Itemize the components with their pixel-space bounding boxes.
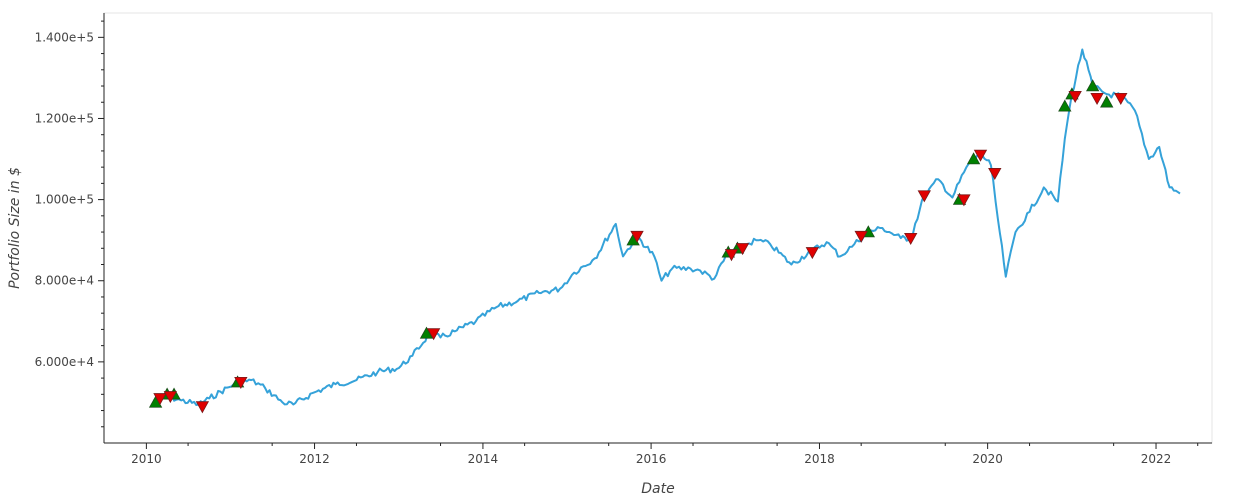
x-tick-label: 2012	[299, 452, 330, 466]
tick-layer: 2010 2012 2014 2016 2018 2020 2022 6.000e+4 8.00…	[35, 20, 1199, 466]
x-tick-label: 2020	[972, 452, 1003, 466]
sell-marker	[904, 232, 918, 245]
buy-marker	[419, 326, 434, 339]
x-axis-title: Date	[641, 481, 674, 497]
y-tick-label: 1.400e+5	[35, 30, 94, 44]
sell-marker	[854, 230, 868, 243]
sell-marker	[724, 249, 739, 262]
x-tick-label: 2014	[468, 452, 499, 466]
y-tick-label: 8.000e+4	[35, 274, 94, 288]
sell-marker	[195, 401, 210, 414]
x-tick-label: 2010	[131, 452, 162, 466]
sell-marker	[1068, 90, 1082, 103]
series-line	[153, 48, 1181, 406]
marker-layer	[148, 79, 1128, 414]
sell-marker	[957, 194, 971, 207]
sell-marker	[153, 393, 167, 406]
buy-marker	[1086, 79, 1100, 92]
buy-marker	[966, 152, 981, 165]
plot-frame	[103, 12, 1213, 444]
sell-marker	[234, 376, 248, 389]
sell-marker	[735, 243, 750, 256]
sell-marker	[917, 190, 931, 203]
x-tick-label: 2016	[636, 452, 667, 466]
y-tick-label: 1.200e+5	[35, 111, 94, 125]
sell-marker	[973, 149, 988, 162]
x-tick-label: 2022	[1141, 452, 1172, 466]
sell-marker	[630, 230, 644, 243]
sell-marker	[988, 168, 1002, 181]
sell-marker	[805, 247, 820, 260]
y-tick-label: 1.000e+5	[35, 193, 94, 207]
sell-marker	[1090, 92, 1104, 106]
y-tick-label: 6.000e+4	[35, 355, 94, 369]
axes-layer	[103, 13, 1212, 444]
sell-marker	[163, 391, 178, 404]
y-axis-title: Portfolio Size in $	[7, 167, 23, 289]
x-tick-label: 2018	[804, 452, 835, 466]
series-layer	[153, 48, 1181, 406]
buy-marker	[1100, 95, 1114, 108]
sell-marker	[1114, 92, 1128, 106]
sell-marker	[426, 328, 441, 341]
buy-marker	[1058, 99, 1072, 112]
